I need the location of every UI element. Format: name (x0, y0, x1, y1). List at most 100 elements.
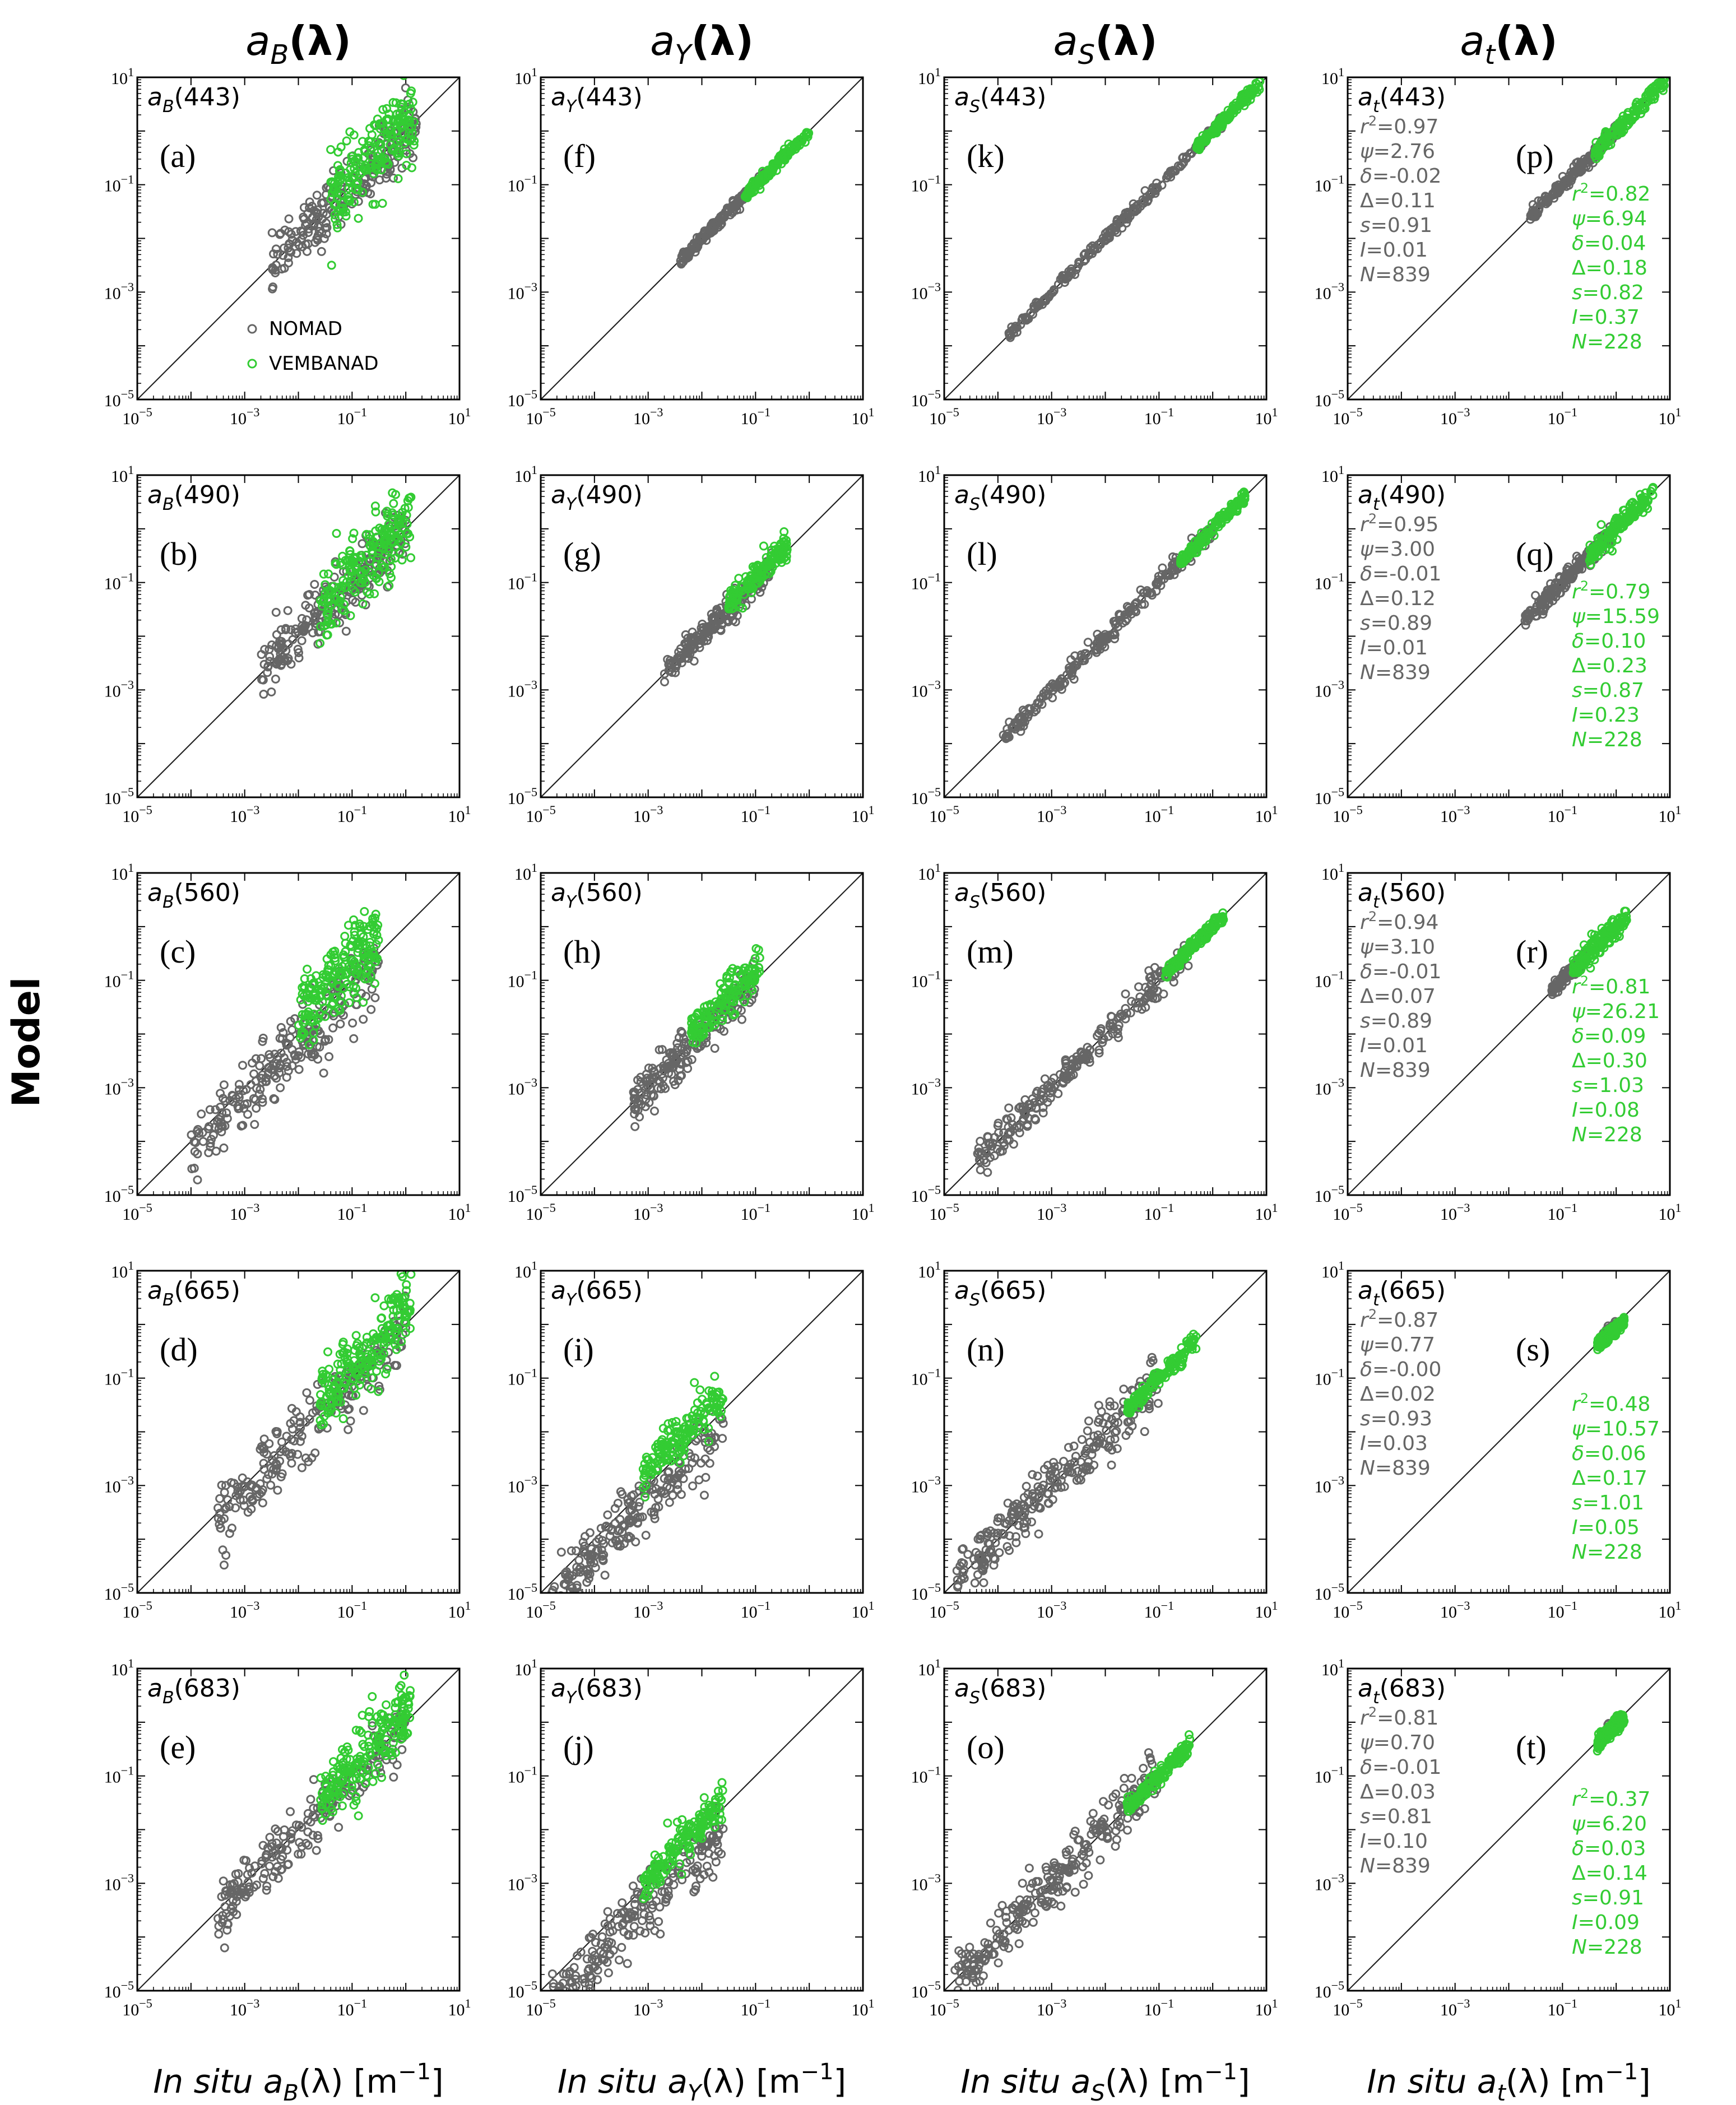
nomad-point (257, 1054, 266, 1063)
nomad-point (220, 1488, 229, 1497)
vembanad-point (394, 147, 404, 156)
vembanad-point (349, 1800, 359, 1810)
vembanad-point (377, 1332, 386, 1342)
vembanad-point (338, 203, 347, 213)
nomad-point (231, 1870, 240, 1879)
vembanad-point (318, 1816, 327, 1825)
vembanad-point (324, 1774, 334, 1784)
vembanad-point (349, 585, 358, 594)
vembanad-point (349, 528, 359, 538)
vembanad-point (400, 77, 408, 80)
vembanad-point (300, 983, 309, 993)
column-header-2: aY(λ) (650, 17, 754, 71)
vembanad-point (382, 506, 392, 516)
nomad-point (277, 1844, 286, 1854)
vembanad-point (354, 213, 363, 223)
nomad-point (267, 687, 276, 696)
vembanad-point (405, 1305, 415, 1314)
nomad-point (275, 1456, 285, 1466)
nomad-point (366, 178, 376, 188)
nomad-point (189, 1137, 199, 1146)
nomad-point (370, 993, 380, 1002)
nomad-point (264, 645, 274, 654)
vembanad-point (364, 1741, 373, 1751)
nomad-point (240, 1099, 249, 1109)
vembanad-point (396, 529, 406, 539)
vembanad-point (334, 172, 344, 182)
vembanad-point (362, 1332, 372, 1342)
vembanad-point (369, 949, 378, 959)
vembanad-point (396, 99, 406, 109)
nomad-point (211, 1146, 221, 1156)
nomad-point (262, 1881, 272, 1891)
vembanad-point (348, 534, 358, 543)
vembanad-point (298, 1018, 308, 1028)
nomad-point (286, 1834, 296, 1844)
vembanad-point (315, 639, 325, 648)
vembanad-point (396, 1735, 406, 1744)
x-tick-label: 101 (448, 1996, 471, 2019)
vembanad-point (346, 567, 356, 577)
vembanad-point (387, 562, 396, 571)
vembanad-point (371, 507, 380, 517)
nomad-point (299, 231, 308, 240)
vembanad-point (407, 86, 416, 96)
nomad-point (257, 1856, 267, 1866)
panel-letter: (a) (160, 138, 196, 174)
vembanad-point (370, 1732, 379, 1742)
nomad-point (258, 1498, 267, 1508)
vembanad-point (347, 576, 356, 586)
vembanad-point (353, 1759, 363, 1769)
nomad-point (219, 1876, 228, 1886)
vembanad-point (323, 606, 333, 616)
vembanad-point (360, 1742, 369, 1751)
vembanad-point (353, 1370, 363, 1380)
nomad-point (292, 249, 301, 258)
vembanad-point (331, 214, 340, 224)
nomad-point (276, 229, 285, 238)
vembanad-point (321, 1012, 330, 1021)
nomad-point (664, 660, 674, 670)
nomad-point (297, 1842, 307, 1851)
x-tick-label: 10−3 (230, 1996, 259, 2019)
vembanad-point (406, 1686, 415, 1695)
vembanad-point (326, 194, 336, 204)
vembanad-point (396, 1271, 406, 1279)
vembanad-point (396, 136, 405, 146)
nomad-point (310, 579, 319, 589)
nomad-point (348, 1018, 358, 1028)
nomad-point (310, 1813, 319, 1822)
vembanad-point (316, 1398, 326, 1407)
nomad-point (260, 1869, 270, 1878)
nomad-point (293, 644, 303, 654)
nomad-point (219, 1560, 229, 1570)
vembanad-point (396, 547, 405, 556)
legend: NOMAD VEMBANAD (247, 318, 379, 375)
y-tick-label: 10−5 (104, 1183, 134, 1206)
nomad-point (229, 1479, 239, 1488)
x-tick-label: 10−5 (526, 803, 555, 826)
vembanad-point (368, 1692, 377, 1701)
nomad-point (221, 1503, 231, 1512)
x-tick-label: 10−3 (230, 405, 259, 428)
nomad-point (242, 1085, 251, 1094)
vembanad-point (368, 537, 378, 546)
nomad-point (303, 1827, 313, 1837)
vembanad-point (344, 921, 353, 930)
nomad-point (324, 1052, 334, 1061)
nomad-point (286, 1829, 296, 1839)
vembanad-point (373, 147, 383, 157)
nomad-point (264, 1439, 274, 1448)
nomad-point (273, 249, 282, 259)
vembanad-point (359, 1362, 368, 1372)
panel-frame (136, 1270, 461, 1594)
nomad-point (262, 1885, 271, 1895)
panel-frame (136, 76, 461, 401)
nomad-point (258, 1033, 268, 1043)
nomad-point (272, 630, 281, 639)
nomad-point (271, 244, 281, 254)
vembanad-point (405, 532, 415, 542)
vembanad-point (345, 555, 355, 565)
